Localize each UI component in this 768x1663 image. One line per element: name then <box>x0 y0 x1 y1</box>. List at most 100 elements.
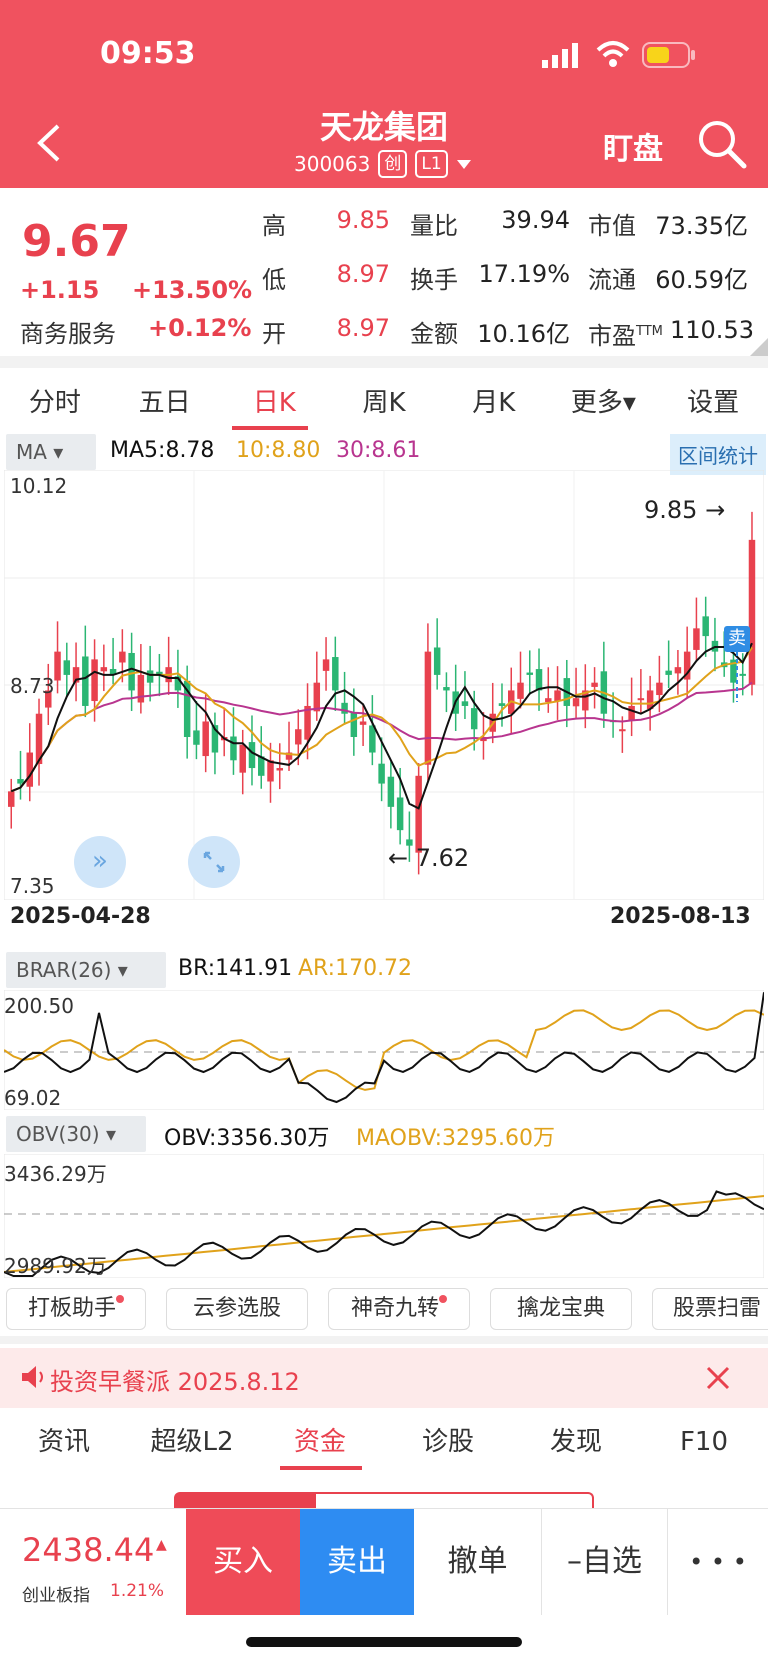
home-indicator <box>246 1637 522 1647</box>
candle-body <box>396 797 404 831</box>
candle-body <box>211 725 219 753</box>
ma10-value: 10:8.80 <box>236 438 321 463</box>
fullscreen-icon[interactable] <box>188 836 240 888</box>
fast-forward-icon[interactable]: » <box>74 836 126 888</box>
more-button[interactable]: • • • <box>689 1548 747 1576</box>
brar-chart[interactable] <box>4 990 764 1110</box>
candle-body <box>156 671 163 675</box>
expand-corner-icon[interactable] <box>748 338 768 358</box>
candle-body <box>276 768 283 771</box>
divider <box>0 1336 768 1344</box>
br-value: BR:141.91 <box>178 956 293 981</box>
candle-body <box>443 687 450 691</box>
candle-body <box>554 690 561 702</box>
tab-super-l2[interactable]: 超级L2 <box>150 1427 234 1457</box>
active-tab-indicator <box>232 426 308 430</box>
tab-weekly-k[interactable]: 周K <box>362 388 406 418</box>
candle-body <box>387 776 395 807</box>
shortcut-magic-nine[interactable]: 神奇九转 <box>328 1288 470 1330</box>
candle-body <box>702 616 709 637</box>
candle-body <box>350 712 358 738</box>
ma5-line <box>10 642 753 810</box>
range-stat-button[interactable]: 区间统计 <box>670 434 766 475</box>
candle-body <box>313 682 321 712</box>
tab-daily-k[interactable]: 日K <box>252 388 296 418</box>
signal-icon <box>542 43 578 68</box>
obv-chart[interactable] <box>4 1154 764 1278</box>
candle-body <box>730 659 737 683</box>
board-badge: 创 <box>378 150 408 178</box>
index-value[interactable]: 2438.44 <box>22 1531 155 1569</box>
tab-f10[interactable]: F10 <box>679 1427 729 1457</box>
news-banner[interactable]: 投资早餐派 2025.8.12 <box>0 1348 768 1408</box>
min-price-label: ← 7.62 <box>388 844 470 872</box>
sell-button[interactable]: 卖出 <box>300 1509 414 1615</box>
candle-body <box>378 763 385 784</box>
obv-value: OBV:3356.30万 <box>164 1126 330 1151</box>
shortcut-stock-scan[interactable]: 股票扫雷 <box>652 1288 768 1330</box>
pe-label: 市盈TTM <box>588 322 663 350</box>
candle-body <box>82 656 89 706</box>
candle-body <box>517 682 524 699</box>
maobv-line <box>4 1195 764 1273</box>
candle-body <box>137 674 145 703</box>
tab-monthly-k[interactable]: 月K <box>472 388 516 418</box>
stock-code-row[interactable]: 300063 创 L1 <box>294 150 472 178</box>
tab-settings[interactable]: 设置 <box>687 388 740 418</box>
candle-body <box>128 652 135 691</box>
kline-chart[interactable] <box>4 470 764 900</box>
buy-button[interactable]: 买入 <box>186 1509 300 1615</box>
back-icon[interactable] <box>34 122 64 164</box>
price-change: +1.15 <box>20 276 100 304</box>
obv-selector[interactable]: OBV(30) ▾ <box>6 1116 146 1152</box>
candle-body <box>322 659 330 671</box>
candle-body <box>683 651 691 680</box>
index-up-arrow: ▲ <box>156 1537 167 1553</box>
candle-body <box>470 708 478 730</box>
brar-y-bottom: 69.02 <box>4 1086 62 1110</box>
tab-capital[interactable]: 资金 <box>293 1427 346 1457</box>
watchlist-button[interactable]: –自选 <box>542 1509 668 1615</box>
shortcut-board-helper[interactable]: 打板助手 <box>6 1288 146 1330</box>
sector-pct: +0.12% <box>148 314 252 342</box>
period-tabs: 分时 五日 日K 周K 月K 更多▾ 设置 <box>0 380 768 430</box>
cancel-order-button[interactable]: 撤单 <box>414 1509 542 1615</box>
open-value: 8.97 <box>336 314 390 342</box>
ma-selector[interactable]: MA ▾ <box>6 434 96 470</box>
low-value: 8.97 <box>336 260 390 288</box>
float-label: 流通 <box>588 266 636 294</box>
candle-body <box>656 682 663 696</box>
candle-body <box>174 676 182 691</box>
shortcut-dragon-guide[interactable]: 擒龙宝典 <box>490 1288 632 1330</box>
turnover-value: 17.19% <box>478 260 570 288</box>
amount-label: 金额 <box>410 320 458 348</box>
capital-segmented-control[interactable] <box>174 1492 594 1508</box>
obv-y-top: 3436.29万 <box>4 1162 107 1186</box>
candle-body <box>258 756 265 776</box>
ma30-value: 30:8.61 <box>336 438 421 463</box>
sector-name[interactable]: 商务服务 <box>20 320 116 348</box>
candle-body <box>637 698 645 701</box>
tab-intraday[interactable]: 分时 <box>28 388 81 418</box>
tab-five-day[interactable]: 五日 <box>138 388 191 418</box>
shortcut-stock-picker[interactable]: 云参选股 <box>166 1288 308 1330</box>
search-icon[interactable] <box>696 118 748 170</box>
watch-button[interactable]: 盯盘 <box>603 132 663 167</box>
tab-discover[interactable]: 发现 <box>549 1427 602 1457</box>
tab-more[interactable]: 更多▾ <box>570 388 636 418</box>
active-subtab-indicator <box>280 1466 362 1470</box>
mktcap-value: 73.35亿 <box>655 212 748 240</box>
tab-diagnosis[interactable]: 诊股 <box>421 1427 474 1457</box>
candle-body <box>424 651 432 765</box>
brar-selector[interactable]: BRAR(26) ▾ <box>6 952 166 988</box>
ar-line <box>4 1009 764 1091</box>
candle-body <box>582 690 589 711</box>
price-change-pct: +13.50% <box>132 276 253 304</box>
open-label: 开 <box>262 320 286 348</box>
close-icon[interactable] <box>706 1366 730 1390</box>
candle-body <box>54 651 61 681</box>
sell-marker[interactable]: 卖 <box>724 626 750 652</box>
tab-news[interactable]: 资讯 <box>37 1427 90 1457</box>
level-badge: L1 <box>415 150 448 178</box>
wifi-icon <box>596 41 630 67</box>
